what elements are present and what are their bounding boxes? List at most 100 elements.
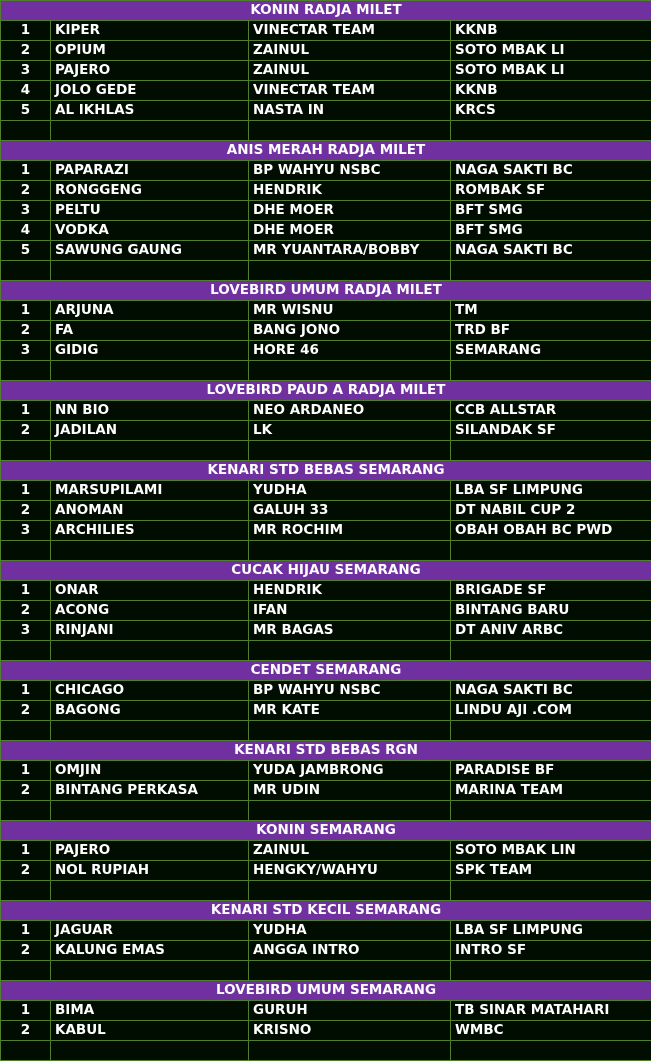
rank-cell: 1 [0, 300, 51, 321]
empty-cell [248, 540, 451, 561]
empty-cell [50, 440, 249, 461]
empty-cell [0, 640, 51, 661]
empty-cell [0, 540, 51, 561]
bird-name-cell: PAJERO [50, 840, 249, 861]
team-cell: BFT SMG [450, 220, 651, 241]
bird-name-cell: GIDIG [50, 340, 249, 361]
table-row: 1 PAPARAZI BP WAHYU NSBC NAGA SAKTI BC [0, 160, 651, 181]
bird-name-cell: FA [50, 320, 249, 341]
owner-cell: MR KATE [248, 700, 451, 721]
team-cell: SPK TEAM [450, 860, 651, 881]
blank-row [0, 440, 651, 461]
bird-name-cell: BAGONG [50, 700, 249, 721]
bird-name-cell: KABUL [50, 1020, 249, 1041]
table-row: 3 PELTU DHE MOER BFT SMG [0, 200, 651, 221]
bird-name-cell: JADILAN [50, 420, 249, 441]
empty-cell [248, 800, 451, 821]
table-row: 2 RONGGENG HENDRIK ROMBAK SF [0, 180, 651, 201]
section-header: KONIN RADJA MILET [0, 0, 651, 21]
rank-cell: 3 [0, 200, 51, 221]
team-cell: TM [450, 300, 651, 321]
section-header: LOVEBIRD UMUM RADJA MILET [0, 280, 651, 301]
rank-cell: 2 [0, 600, 51, 621]
owner-cell: NEO ARDANEO [248, 400, 451, 421]
rank-cell: 2 [0, 500, 51, 521]
table-row: 2 FA BANG JONO TRD BF [0, 320, 651, 341]
rank-cell: 4 [0, 80, 51, 101]
owner-cell: VINECTAR TEAM [248, 20, 451, 41]
team-cell: BFT SMG [450, 200, 651, 221]
empty-cell [248, 1040, 451, 1061]
rank-cell: 1 [0, 480, 51, 501]
section-header: CUCAK HIJAU SEMARANG [0, 560, 651, 581]
blank-row [0, 540, 651, 561]
owner-cell: MR ROCHIM [248, 520, 451, 541]
empty-cell [50, 260, 249, 281]
bird-name-cell: PAJERO [50, 60, 249, 81]
table-row: 3 ARCHILIES MR ROCHIM OBAH OBAH BC PWD [0, 520, 651, 541]
bird-name-cell: KALUNG EMAS [50, 940, 249, 961]
table-row: 1 ARJUNA MR WISNU TM [0, 300, 651, 321]
empty-cell [450, 720, 651, 741]
rank-cell: 3 [0, 620, 51, 641]
rank-cell: 2 [0, 420, 51, 441]
team-cell: SOTO MBAK LIN [450, 840, 651, 861]
empty-cell [450, 800, 651, 821]
bird-name-cell: VODKA [50, 220, 249, 241]
table-row: 3 PAJERO ZAINUL SOTO MBAK LI [0, 60, 651, 81]
owner-cell: ANGGA INTRO [248, 940, 451, 961]
bird-name-cell: ANOMAN [50, 500, 249, 521]
rank-cell: 2 [0, 40, 51, 61]
table-row: 2 KALUNG EMAS ANGGA INTRO INTRO SF [0, 940, 651, 961]
team-cell: SEMARANG [450, 340, 651, 361]
bird-name-cell: JAGUAR [50, 920, 249, 941]
owner-cell: HENDRIK [248, 580, 451, 601]
owner-cell: ZAINUL [248, 60, 451, 81]
rank-cell: 1 [0, 1000, 51, 1021]
empty-cell [50, 720, 249, 741]
table-row: 1 BIMA GURUH TB SINAR MATAHARI [0, 1000, 651, 1021]
owner-cell: ZAINUL [248, 840, 451, 861]
empty-cell [50, 640, 249, 661]
empty-cell [450, 880, 651, 901]
owner-cell: YUDHA [248, 920, 451, 941]
section-header: KENARI STD BEBAS RGN [0, 740, 651, 761]
blank-row [0, 720, 651, 741]
rank-cell: 1 [0, 20, 51, 41]
empty-cell [450, 540, 651, 561]
rank-cell: 2 [0, 780, 51, 801]
table-row: 4 VODKA DHE MOER BFT SMG [0, 220, 651, 241]
team-cell: PARADISE BF [450, 760, 651, 781]
table-row: 1 OMJIN YUDA JAMBRONG PARADISE BF [0, 760, 651, 781]
bird-name-cell: ONAR [50, 580, 249, 601]
table-row: 2 BINTANG PERKASA MR UDIN MARINA TEAM [0, 780, 651, 801]
blank-row [0, 640, 651, 661]
table-row: 2 KABUL KRISNO WMBC [0, 1020, 651, 1041]
owner-cell: VINECTAR TEAM [248, 80, 451, 101]
owner-cell: DHE MOER [248, 200, 451, 221]
bird-name-cell: RONGGENG [50, 180, 249, 201]
team-cell: TRD BF [450, 320, 651, 341]
bird-name-cell: RINJANI [50, 620, 249, 641]
owner-cell: BP WAHYU NSBC [248, 160, 451, 181]
blank-row [0, 880, 651, 901]
empty-cell [450, 360, 651, 381]
owner-cell: GALUH 33 [248, 500, 451, 521]
bird-name-cell: JOLO GEDE [50, 80, 249, 101]
owner-cell: MR BAGAS [248, 620, 451, 641]
empty-cell [248, 440, 451, 461]
section-header: KENARI STD BEBAS SEMARANG [0, 460, 651, 481]
rank-cell: 2 [0, 180, 51, 201]
empty-cell [0, 960, 51, 981]
empty-cell [248, 720, 451, 741]
empty-cell [0, 120, 51, 141]
team-cell: KKNB [450, 20, 651, 41]
team-cell: MARINA TEAM [450, 780, 651, 801]
empty-cell [50, 540, 249, 561]
class-title: KENARI STD BEBAS SEMARANG [0, 460, 651, 481]
rank-cell: 1 [0, 760, 51, 781]
empty-cell [248, 360, 451, 381]
table-row: 2 OPIUM ZAINUL SOTO MBAK LI [0, 40, 651, 61]
team-cell: SOTO MBAK LI [450, 60, 651, 81]
bird-name-cell: NN BIO [50, 400, 249, 421]
